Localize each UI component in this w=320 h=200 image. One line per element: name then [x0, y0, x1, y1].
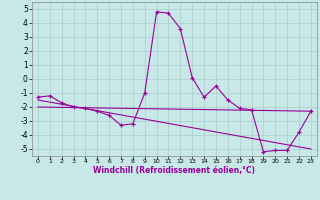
X-axis label: Windchill (Refroidissement éolien,°C): Windchill (Refroidissement éolien,°C): [93, 166, 255, 175]
